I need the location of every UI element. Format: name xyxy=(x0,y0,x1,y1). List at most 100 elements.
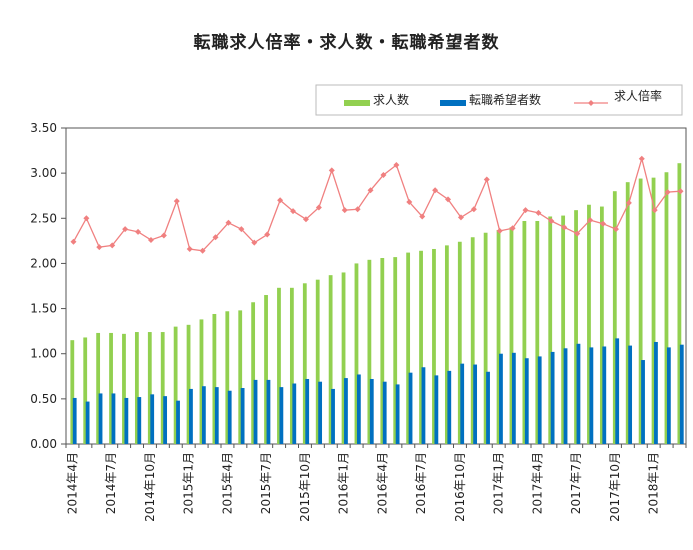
bar-求人数 xyxy=(277,287,281,444)
marker-求人倍率 xyxy=(470,206,477,213)
y-tick-label: 2.50 xyxy=(30,211,57,225)
marker-求人倍率 xyxy=(432,187,439,194)
bar-転職希望者数 xyxy=(344,378,348,444)
bar-転職希望者数 xyxy=(176,400,180,444)
bar-求人数 xyxy=(444,245,449,444)
legend-label-求人倍率: 求人倍率 xyxy=(614,88,662,103)
bar-求人数 xyxy=(638,178,643,444)
marker-求人倍率 xyxy=(664,189,671,196)
bar-求人数 xyxy=(535,220,540,444)
bar-求人数 xyxy=(380,258,385,444)
marker-求人倍率 xyxy=(238,226,245,233)
x-tick-label: 2015年7月 xyxy=(259,452,273,514)
bar-転職希望者数 xyxy=(266,379,271,444)
bar-転職希望者数 xyxy=(240,388,245,444)
bar-転職希望者数 xyxy=(111,393,116,444)
marker-求人倍率 xyxy=(354,206,361,213)
bar-求人数 xyxy=(651,177,656,444)
marker-求人倍率 xyxy=(651,207,658,214)
bar-転職希望者数 xyxy=(615,338,620,444)
bar-転職希望者数 xyxy=(460,363,465,444)
bar-求人数 xyxy=(574,210,578,444)
bar-転職希望者数 xyxy=(447,370,452,444)
x-tick-label: 2017年7月 xyxy=(569,452,583,514)
bar-求人数 xyxy=(432,248,436,444)
bar-求人数 xyxy=(612,191,617,444)
y-tick-label: 3.50 xyxy=(30,121,57,135)
bar-転職希望者数 xyxy=(279,387,284,444)
bar-転職希望者数 xyxy=(382,381,387,444)
marker-求人倍率 xyxy=(199,247,206,254)
bar-求人数 xyxy=(289,287,294,444)
bar-転職希望者数 xyxy=(679,344,684,444)
bar-求人数 xyxy=(354,263,359,444)
bar-求人数 xyxy=(186,324,191,444)
legend-swatch-求人数 xyxy=(344,100,370,106)
marker-求人倍率 xyxy=(122,226,129,233)
bar-転職希望者数 xyxy=(473,364,478,444)
bar-求人数 xyxy=(664,172,669,445)
marker-求人倍率 xyxy=(96,244,103,251)
bar-転職希望者数 xyxy=(356,374,361,444)
marker-求人倍率 xyxy=(419,213,426,220)
bar-求人数 xyxy=(109,332,113,444)
bar-求人数 xyxy=(367,259,372,444)
bar-転職希望者数 xyxy=(576,343,581,444)
bar-転職希望者数 xyxy=(72,397,77,444)
bar-転職希望者数 xyxy=(537,356,542,444)
marker-求人倍率 xyxy=(341,207,348,214)
marker-求人倍率 xyxy=(600,220,607,227)
marker-求人倍率 xyxy=(677,188,684,195)
bar-求人数 xyxy=(251,302,256,444)
legend-marker-求人倍率 xyxy=(588,100,594,106)
bar-求人数 xyxy=(587,204,591,444)
bar-求人数 xyxy=(134,332,139,444)
bar-求人数 xyxy=(315,279,320,444)
marker-求人倍率 xyxy=(186,245,193,252)
bar-転職希望者数 xyxy=(98,393,103,444)
y-tick-label: 1.00 xyxy=(30,347,57,361)
x-tick-label: 2015年10月 xyxy=(298,452,312,522)
bar-求人数 xyxy=(625,182,630,444)
bar-転職希望者数 xyxy=(641,360,645,444)
marker-求人倍率 xyxy=(535,209,542,216)
bar-求人数 xyxy=(393,257,398,444)
bar-求人数 xyxy=(406,252,411,444)
bar-転職希望者数 xyxy=(201,386,206,444)
bar-転職希望者数 xyxy=(602,346,607,444)
chart-title: 転職求人倍率・求人数・転職希望者数 xyxy=(193,33,500,53)
marker-求人倍率 xyxy=(147,236,154,243)
legend-box xyxy=(315,84,683,116)
marker-求人倍率 xyxy=(290,208,297,215)
x-tick-label: 2014年10月 xyxy=(143,452,157,522)
bar-転職希望者数 xyxy=(214,387,219,444)
bar-転職希望者数 xyxy=(524,358,529,444)
bar-求人数 xyxy=(173,326,178,444)
marker-求人倍率 xyxy=(225,219,232,226)
marker-求人倍率 xyxy=(160,232,167,239)
bar-転職希望者数 xyxy=(434,375,439,444)
marker-求人倍率 xyxy=(264,231,271,238)
x-tick-label: 2018年1月 xyxy=(647,452,661,514)
marker-求人倍率 xyxy=(83,215,90,222)
bar-求人数 xyxy=(160,332,165,444)
bar-求人数 xyxy=(264,295,268,444)
bar-求人数 xyxy=(96,332,101,444)
bar-求人数 xyxy=(419,250,423,444)
marker-求人倍率 xyxy=(625,199,632,206)
bar-転職希望者数 xyxy=(227,390,232,444)
bar-求人数 xyxy=(496,230,501,444)
marker-求人倍率 xyxy=(109,242,116,249)
y-tick-label: 0.50 xyxy=(30,392,57,406)
marker-求人倍率 xyxy=(457,214,464,221)
marker-求人倍率 xyxy=(509,225,516,232)
marker-求人倍率 xyxy=(135,228,142,235)
x-tick-label: 2016年1月 xyxy=(337,452,351,514)
marker-求人倍率 xyxy=(315,204,322,211)
bar-求人数 xyxy=(522,220,527,444)
marker-求人倍率 xyxy=(367,187,374,194)
marker-求人倍率 xyxy=(302,216,309,223)
marker-求人倍率 xyxy=(587,217,594,224)
bar-転職希望者数 xyxy=(318,381,323,444)
bar-転職希望者数 xyxy=(150,394,155,444)
